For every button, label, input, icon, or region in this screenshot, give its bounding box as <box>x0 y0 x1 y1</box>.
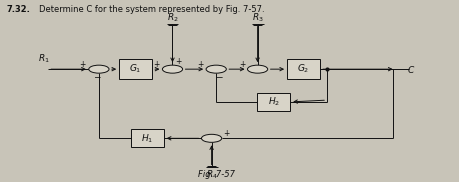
FancyBboxPatch shape <box>119 59 152 79</box>
Text: Determine C for the system represented by Fig. 7-57.: Determine C for the system represented b… <box>39 5 264 13</box>
Text: $H_{2}$: $H_{2}$ <box>267 96 279 108</box>
Text: −: − <box>214 72 222 81</box>
Text: $R_4$: $R_4$ <box>205 169 217 181</box>
Text: $C$: $C$ <box>406 64 414 75</box>
Text: +: + <box>79 60 86 69</box>
Text: $R_3$: $R_3$ <box>251 12 263 24</box>
FancyBboxPatch shape <box>130 129 163 147</box>
Text: +: + <box>153 60 160 69</box>
Circle shape <box>206 65 226 73</box>
Text: 7.32.: 7.32. <box>7 5 31 13</box>
Circle shape <box>162 65 182 73</box>
Circle shape <box>247 65 267 73</box>
Text: −: − <box>93 72 100 81</box>
Text: $R_2$: $R_2$ <box>166 12 178 24</box>
Text: +: + <box>223 129 229 138</box>
Circle shape <box>89 65 109 73</box>
Text: $G_{1}$: $G_{1}$ <box>129 63 142 75</box>
Text: Fig. 7-57: Fig. 7-57 <box>197 170 234 179</box>
Text: +: + <box>197 60 203 69</box>
Text: $R_1$: $R_1$ <box>38 53 50 65</box>
Text: +: + <box>238 60 245 69</box>
Text: $H_{1}$: $H_{1}$ <box>141 132 153 145</box>
Text: +: + <box>174 57 181 66</box>
FancyBboxPatch shape <box>286 59 319 79</box>
FancyBboxPatch shape <box>257 93 290 111</box>
Text: $G_{2}$: $G_{2}$ <box>297 63 309 75</box>
Circle shape <box>201 134 221 142</box>
